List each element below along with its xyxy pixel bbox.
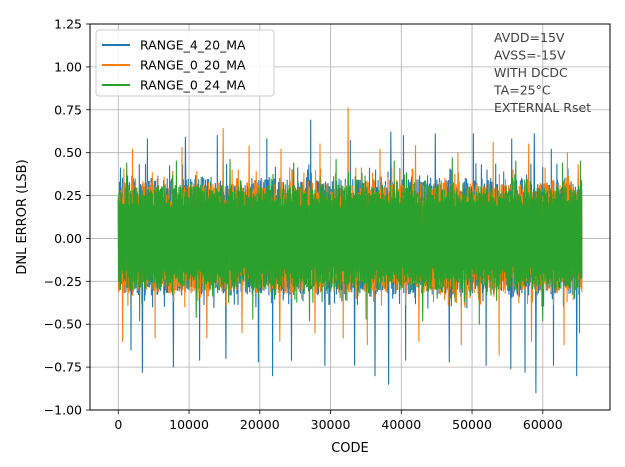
y-tick-label: 0.00	[54, 231, 82, 246]
annotation-line: AVDD=15V	[494, 30, 565, 45]
y-tick-label: 0.50	[54, 145, 82, 160]
y-tick-label: 1.00	[54, 59, 82, 74]
x-tick-label: 0	[114, 417, 122, 432]
x-tick-label: 30000	[311, 417, 351, 432]
series-layer	[117, 107, 583, 394]
plot-frame	[89, 23, 611, 411]
legend: RANGE_4_20_MA RANGE_0_20_MA RANGE_0_24_MA	[95, 29, 275, 97]
x-tick-label: 60000	[523, 417, 563, 432]
annotation-line: AVSS=-15V	[494, 48, 566, 63]
ticks: 0 10000 20000 30000 40000 50000 60000 −1.00 −0.7…	[44, 17, 563, 433]
legend-label: RANGE_0_24_MA	[140, 78, 246, 93]
y-tick-label: 0.75	[54, 102, 82, 117]
y-axis-label: DNL ERROR (LSB)	[15, 159, 30, 274]
condition-annotation: AVDD=15V AVSS=-15V WITH DCDC TA=25°C EXTERNA…	[493, 30, 591, 115]
series-line-range-0-24-ma	[117, 157, 583, 334]
legend-box	[95, 29, 275, 97]
annotation-line: EXTERNAL Rset	[494, 100, 591, 115]
y-tick-label: −0.50	[44, 317, 82, 332]
x-axis-label: CODE	[331, 441, 369, 456]
y-tick-label: 0.25	[54, 188, 82, 203]
y-tick-label: −0.25	[44, 274, 82, 289]
legend-label: RANGE_0_20_MA	[140, 58, 246, 73]
x-tick-label: 50000	[452, 417, 492, 432]
legend-label: RANGE_4_20_MA	[140, 38, 246, 53]
annotation-line: TA=25°C	[493, 83, 551, 98]
y-tick-label: 1.25	[54, 17, 82, 32]
annotation-line: WITH DCDC	[494, 65, 568, 80]
x-tick-label: 40000	[381, 417, 421, 432]
x-tick-label: 20000	[240, 417, 280, 432]
y-tick-label: −1.00	[44, 403, 82, 418]
y-tick-label: −0.75	[44, 360, 82, 375]
x-tick-label: 10000	[169, 417, 209, 432]
